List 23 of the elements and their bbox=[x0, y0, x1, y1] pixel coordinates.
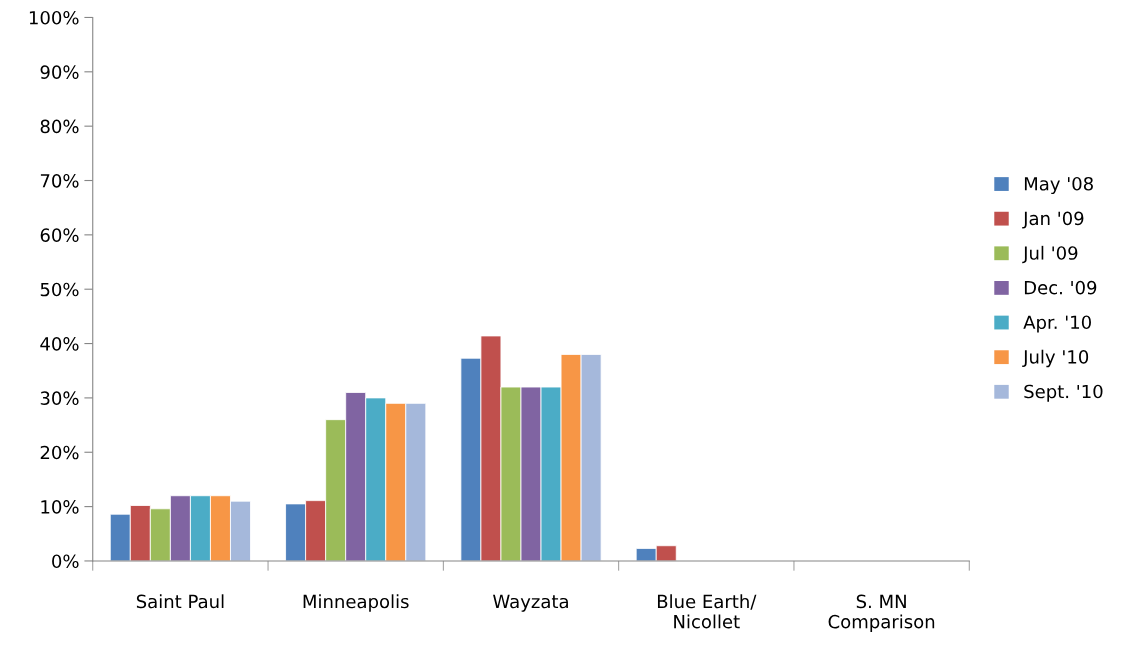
x-tick-label: Wayzata bbox=[493, 594, 568, 612]
x-tick-label: S. MN Comparison bbox=[828, 594, 935, 632]
legend-label: Sept. '10 bbox=[1024, 384, 1103, 402]
y-tick-label: 40% bbox=[40, 337, 79, 351]
y-tick-label: 70% bbox=[40, 173, 79, 188]
legend-label: Jul '09 bbox=[1022, 245, 1078, 264]
y-tick-label: 20% bbox=[40, 445, 79, 460]
y-tick-label: 60% bbox=[40, 228, 79, 242]
y-tick-label: 50% bbox=[40, 282, 79, 297]
y-tick-label: 10% bbox=[41, 500, 79, 514]
legend-label: July '10 bbox=[1022, 349, 1089, 368]
y-tick-label: 30% bbox=[40, 391, 79, 406]
legend-label: May '08 bbox=[1024, 176, 1093, 195]
x-tick-label: Blue Earth/ Nicollet bbox=[657, 594, 757, 629]
x-tick-label: Minneapolis bbox=[303, 594, 409, 612]
legend-label: Apr. '10 bbox=[1023, 315, 1091, 333]
legend-label: Dec. '09 bbox=[1024, 280, 1097, 295]
x-tick-label: Saint Paul bbox=[136, 594, 224, 609]
y-tick-label: 90% bbox=[40, 65, 79, 79]
y-tick-label: 0% bbox=[52, 554, 79, 569]
y-tick-label: 80% bbox=[40, 119, 79, 134]
y-tick-label: 100% bbox=[29, 10, 79, 25]
legend-label: Jan '09 bbox=[1022, 211, 1084, 229]
